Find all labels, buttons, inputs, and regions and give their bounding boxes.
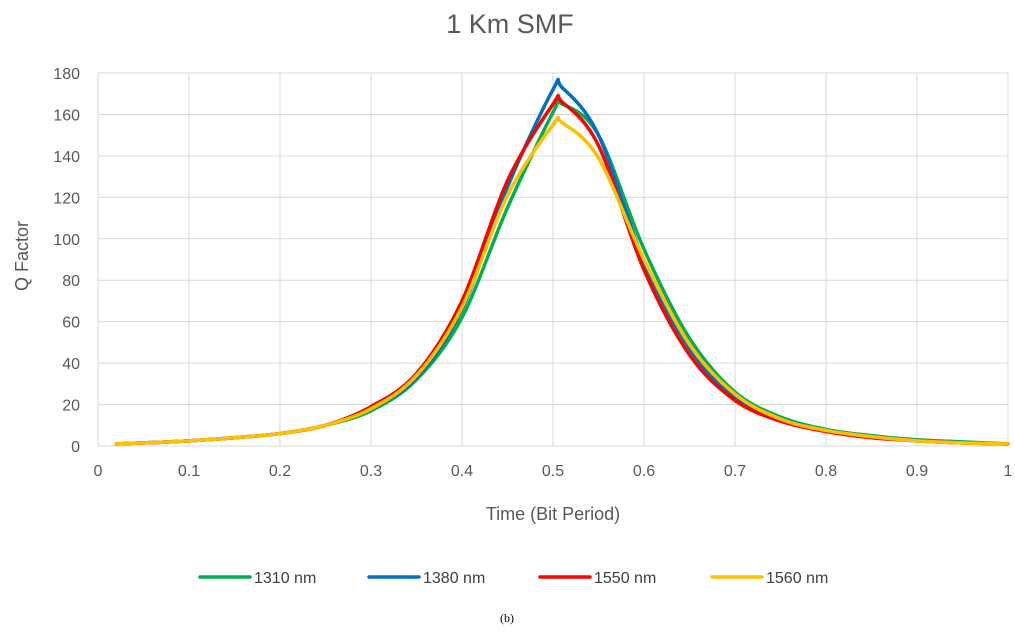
series-line-1550-nm: [114, 93, 1010, 446]
x-tick-label: 0.7: [724, 463, 746, 480]
gridlines: [97, 72, 1009, 447]
x-tick-label: 0.8: [815, 463, 837, 480]
y-tick-label: 100: [53, 232, 80, 249]
y-tick-label: 0: [71, 439, 80, 456]
x-axis-label: Time (Bit Period): [486, 504, 620, 524]
y-tick-label: 180: [53, 66, 80, 83]
series-line-1380-nm: [114, 77, 1010, 446]
series-line-1310-nm: [114, 98, 1010, 446]
y-tick-label: 140: [53, 149, 80, 166]
x-tick-label: 0: [94, 463, 103, 480]
tick-labels: 0 20 40 60 80 100 120 140 160 180 0 0.1 0.2 0.3 0.4 0.5…: [53, 66, 1012, 480]
y-tick-label: 60: [62, 315, 80, 332]
y-tick-label: 160: [53, 107, 80, 124]
plot-area: [114, 77, 1010, 446]
y-tick-label: 80: [62, 273, 80, 290]
legend-label: 1380 nm: [423, 570, 485, 587]
x-tick-label: 0.1: [178, 463, 200, 480]
series-line-1560-nm: [114, 115, 1010, 446]
legend-label: 1560 nm: [766, 570, 828, 587]
x-tick-label: 1: [1004, 463, 1013, 480]
x-tick-label: 0.5: [542, 463, 564, 480]
x-tick-label: 0.2: [269, 463, 291, 480]
y-tick-label: 40: [62, 356, 80, 373]
legend-label: 1550 nm: [594, 570, 656, 587]
y-tick-label: 20: [62, 398, 80, 415]
legend-label: 1310 nm: [254, 570, 316, 587]
x-tick-label: 0.6: [633, 463, 655, 480]
legend: 1310 nm 1380 nm 1550 nm 1560 nm: [198, 570, 828, 587]
x-tick-label: 0.3: [360, 463, 382, 480]
x-tick-label: 0.4: [451, 463, 473, 480]
y-axis-label: Q Factor: [12, 221, 32, 291]
chart-title: 1 Km SMF: [446, 9, 574, 39]
x-tick-label: 0.9: [906, 463, 928, 480]
y-tick-label: 120: [53, 190, 80, 207]
figure-caption: (b): [500, 611, 514, 625]
